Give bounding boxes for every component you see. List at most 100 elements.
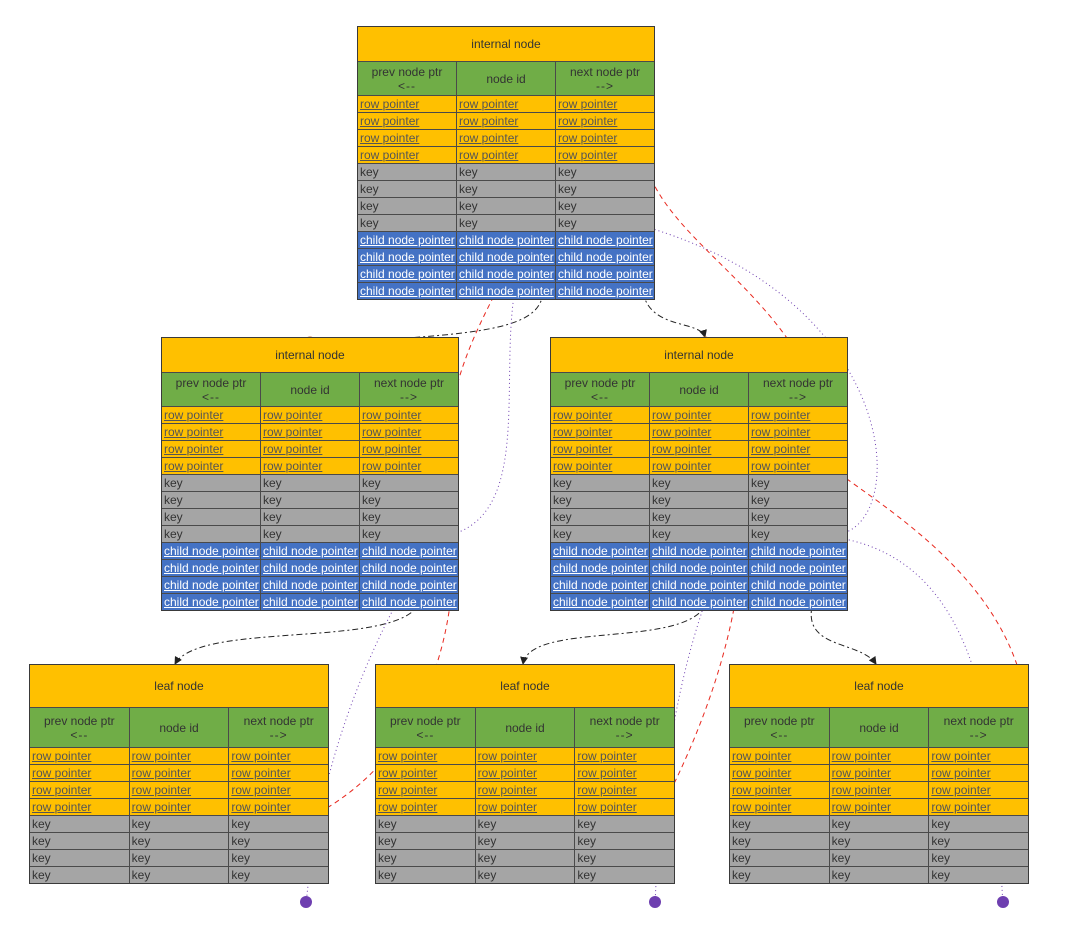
row-pointer-row: row pointer row pointer row pointer (162, 457, 458, 474)
key-row: key key key (30, 832, 328, 849)
key-cell: key (32, 851, 51, 865)
key-cell: key (555, 181, 654, 197)
key-cell: key (260, 509, 359, 525)
node-leaf-left: leaf node prev node ptr <-- node id next nod… (29, 664, 329, 884)
key-cell: key (828, 833, 929, 849)
next-ptr-label: next node ptr (762, 375, 834, 390)
node-header: prev node ptr <-- node id next node ptr --> (730, 707, 1028, 747)
row-pointer-cell: row pointer (32, 749, 92, 763)
child-node-pointer-row: child node pointer child node pointer chil… (551, 542, 847, 559)
row-pointer-cell: row pointer (228, 799, 328, 815)
row-pointer-cell: row pointer (474, 782, 575, 798)
row-pointer-row: row pointer row pointer row pointer (730, 747, 1028, 764)
prev-ptr-label: prev node ptr (389, 713, 461, 728)
row-pointer-cell: row pointer (32, 766, 92, 780)
child-node-pointer-cell: child node pointer (748, 560, 847, 576)
next-ptr-label: next node ptr (589, 713, 660, 728)
child-node-pointer-cell: child node pointer (260, 577, 359, 593)
next-ptr-header: next node ptr --> (228, 708, 328, 747)
key-cell: key (748, 492, 847, 508)
key-cell: key (359, 475, 458, 491)
row-pointer-cell: row pointer (553, 442, 613, 456)
prev-ptr-header: prev node ptr <-- (162, 373, 260, 406)
row-pointer-row: row pointer row pointer row pointer (30, 798, 328, 815)
row-pointer-cell: row pointer (228, 782, 328, 798)
prev-ptr-label: prev node ptr (371, 64, 443, 79)
row-pointer-row: row pointer row pointer row pointer (30, 781, 328, 798)
child-node-pointer-cell: child node pointer (748, 543, 847, 559)
child-node-pointer-cell: child node pointer (553, 544, 648, 558)
key-row: key key key (376, 866, 674, 883)
child-node-pointer-cell: child node pointer (456, 266, 555, 282)
key-cell: key (359, 492, 458, 508)
prev-ptr-header: prev node ptr <-- (358, 62, 456, 95)
row-pointer-cell: row pointer (474, 748, 575, 764)
prev-ptr-label: prev node ptr (43, 713, 115, 728)
key-row: key key key (730, 849, 1028, 866)
key-cell: key (574, 867, 674, 883)
key-cell: key (360, 182, 379, 196)
key-cell: key (32, 834, 51, 848)
key-cell: key (378, 817, 397, 831)
key-cell: key (574, 816, 674, 832)
node-title: leaf node (30, 665, 328, 707)
node-leaf-center: leaf node prev node ptr <-- node id next nod… (375, 664, 675, 884)
key-cell: key (360, 216, 379, 230)
key-cell: key (649, 475, 748, 491)
child-node-pointer-cell: child node pointer (555, 232, 654, 248)
row-pointer-cell: row pointer (360, 114, 420, 128)
row-pointer-cell: row pointer (928, 782, 1028, 798)
row-pointer-cell: row pointer (748, 441, 847, 457)
key-cell: key (555, 198, 654, 214)
row-pointer-cell: row pointer (649, 441, 748, 457)
child-node-pointer-cell: child node pointer (649, 577, 748, 593)
key-row: key key key (30, 866, 328, 883)
child-node-pointer-row: child node pointer child node pointer chil… (162, 542, 458, 559)
child-node-pointer-cell: child node pointer (260, 594, 359, 610)
child-node-pointer-cell: child node pointer (360, 250, 455, 264)
key-cell: key (828, 816, 929, 832)
next-ptr-header: next node ptr --> (555, 62, 654, 95)
row-pointer-cell: row pointer (574, 799, 674, 815)
key-cell: key (164, 510, 183, 524)
row-pointer-cell: row pointer (553, 408, 613, 422)
node-id-header: node id (456, 62, 555, 95)
row-pointer-cell: row pointer (260, 441, 359, 457)
row-pointer-row: row pointer row pointer row pointer (376, 798, 674, 815)
key-cell: key (128, 816, 229, 832)
node-id-header: node id (260, 373, 359, 406)
node-title: leaf node (376, 665, 674, 707)
node-mid-left: internal node prev node ptr <-- node id next… (161, 337, 459, 611)
key-cell: key (748, 475, 847, 491)
key-cell: key (378, 851, 397, 865)
child-node-pointer-cell: child node pointer (649, 594, 748, 610)
key-cell: key (649, 526, 748, 542)
row-pointer-cell: row pointer (359, 407, 458, 423)
child-node-pointer-cell: child node pointer (553, 595, 648, 609)
key-cell: key (32, 817, 51, 831)
next-ptr-label: next node ptr (243, 713, 314, 728)
key-cell: key (748, 509, 847, 525)
key-cell: key (553, 510, 572, 524)
key-cell: key (359, 509, 458, 525)
child-node-pointer-row: child node pointer child node pointer chil… (551, 576, 847, 593)
row-pointer-cell: row pointer (574, 748, 674, 764)
key-cell: key (378, 868, 397, 882)
child-node-pointer-row: child node pointer child node pointer chil… (551, 593, 847, 610)
key-cell: key (360, 165, 379, 179)
row-pointer-cell: row pointer (555, 147, 654, 163)
row-pointer-cell: row pointer (748, 424, 847, 440)
next-ptr-header: next node ptr --> (928, 708, 1028, 747)
key-cell: key (553, 476, 572, 490)
prev-ptr-label: prev node ptr (743, 713, 815, 728)
key-cell: key (574, 833, 674, 849)
row-pointer-cell: row pointer (474, 765, 575, 781)
row-pointer-cell: row pointer (732, 766, 792, 780)
row-pointer-cell: row pointer (555, 96, 654, 112)
child-node-pointer-cell: child node pointer (359, 560, 458, 576)
row-pointer-cell: row pointer (732, 783, 792, 797)
prev-ptr-arrow: <-- (770, 727, 789, 742)
row-pointer-cell: row pointer (164, 408, 224, 422)
child-node-pointer-cell: child node pointer (649, 560, 748, 576)
child-node-pointer-row: child node pointer child node pointer chil… (358, 248, 654, 265)
